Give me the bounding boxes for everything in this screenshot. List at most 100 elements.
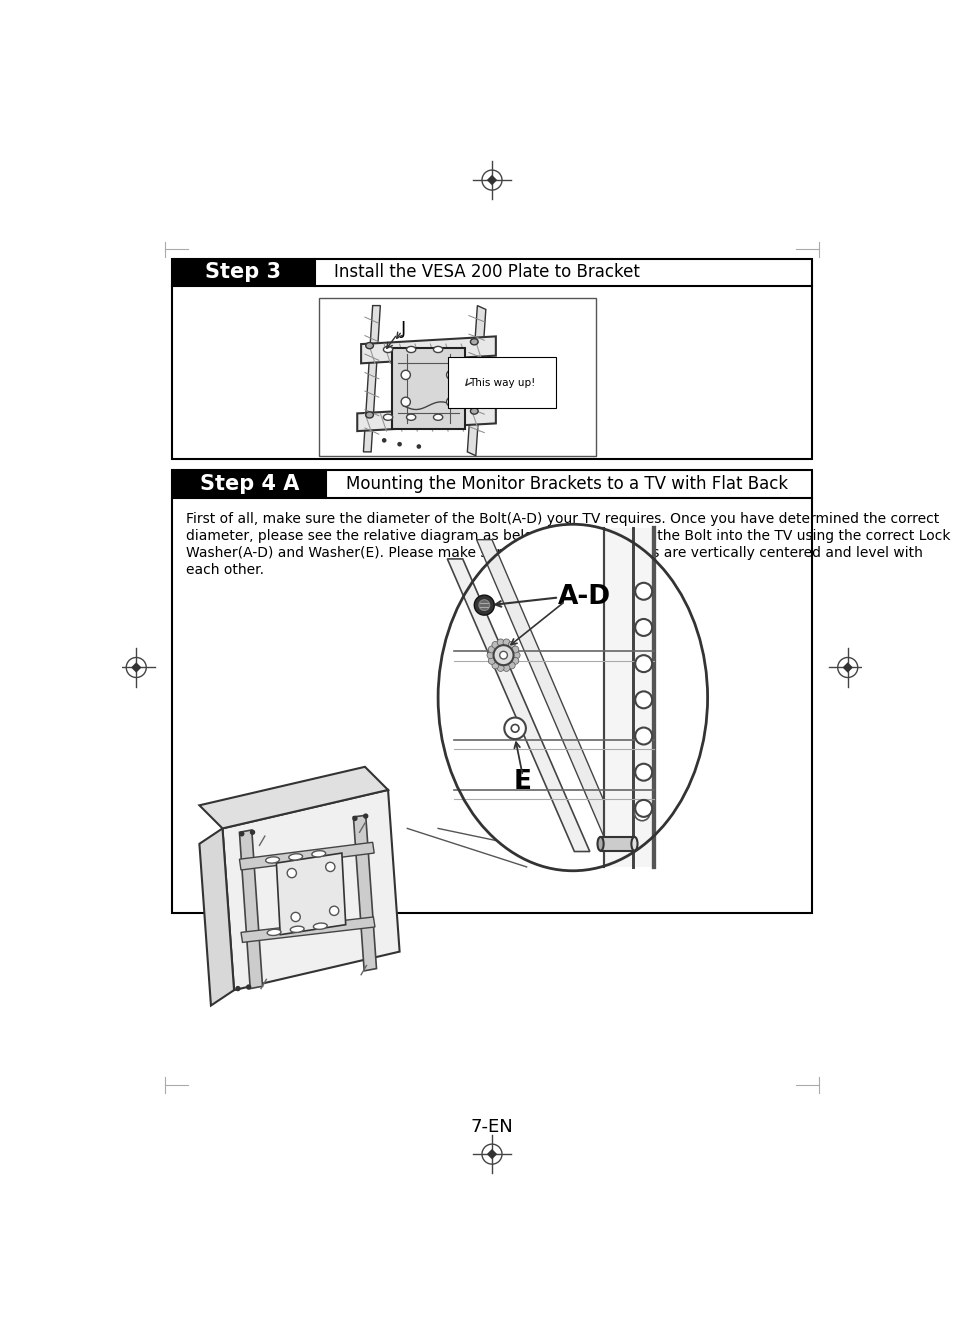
Polygon shape [364, 305, 380, 452]
Polygon shape [487, 174, 497, 185]
Bar [319, 299, 596, 456]
Circle shape [636, 691, 652, 708]
Ellipse shape [632, 838, 637, 851]
Ellipse shape [383, 346, 393, 353]
Ellipse shape [313, 923, 327, 930]
Ellipse shape [434, 346, 443, 353]
Polygon shape [276, 853, 346, 935]
Circle shape [474, 594, 494, 616]
Circle shape [397, 443, 402, 446]
Circle shape [492, 662, 499, 668]
Bar [173, 470, 811, 913]
Circle shape [446, 370, 456, 379]
Ellipse shape [266, 857, 279, 863]
Polygon shape [223, 790, 399, 991]
Text: J: J [401, 320, 406, 338]
Circle shape [417, 444, 421, 449]
Polygon shape [353, 815, 376, 971]
Polygon shape [239, 843, 374, 871]
Circle shape [635, 806, 650, 820]
Circle shape [401, 370, 410, 379]
Circle shape [512, 646, 518, 653]
Circle shape [489, 658, 495, 664]
Circle shape [489, 646, 495, 653]
Text: Step 3: Step 3 [205, 263, 281, 283]
Polygon shape [476, 540, 619, 836]
Circle shape [503, 664, 510, 671]
Text: Install the VESA 200 Plate to Bracket: Install the VESA 200 Plate to Bracket [334, 263, 640, 281]
Polygon shape [357, 406, 496, 431]
Text: E: E [514, 769, 532, 795]
Circle shape [401, 398, 410, 407]
Circle shape [325, 863, 335, 872]
Bar [173, 470, 326, 498]
Text: Washer(A-D) and Washer(E). Please make sure the Monitor Brackets are vertically : Washer(A-D) and Washer(E). Please make s… [186, 546, 924, 560]
Ellipse shape [289, 853, 302, 860]
Circle shape [497, 639, 504, 646]
Polygon shape [361, 337, 496, 363]
Ellipse shape [366, 412, 373, 417]
Circle shape [508, 642, 516, 649]
Circle shape [250, 830, 255, 835]
Text: First of all, make sure the diameter of the Bolt(A-D) your TV requires. Once you: First of all, make sure the diameter of … [186, 513, 940, 526]
Circle shape [363, 814, 369, 819]
Circle shape [446, 398, 456, 407]
Ellipse shape [438, 524, 708, 871]
Circle shape [503, 639, 510, 646]
Text: diameter, please see the relative diagram as below. You will thread the Bolt int: diameter, please see the relative diagra… [186, 528, 950, 543]
Polygon shape [200, 766, 388, 828]
Circle shape [239, 831, 245, 836]
Circle shape [382, 439, 387, 443]
Circle shape [492, 642, 499, 649]
Circle shape [497, 664, 504, 671]
Text: This way up!: This way up! [468, 378, 536, 387]
Text: A-D: A-D [558, 584, 611, 610]
Ellipse shape [434, 415, 443, 420]
Bar [173, 259, 315, 287]
Polygon shape [200, 828, 234, 1005]
Circle shape [352, 815, 358, 822]
Circle shape [514, 651, 520, 659]
Ellipse shape [597, 838, 604, 851]
Circle shape [329, 906, 339, 915]
Polygon shape [241, 917, 375, 942]
Circle shape [512, 724, 519, 732]
Text: 7-EN: 7-EN [470, 1118, 514, 1136]
Bar [601, 838, 635, 851]
Bar [392, 347, 465, 429]
Ellipse shape [406, 415, 416, 420]
Circle shape [636, 655, 652, 672]
Circle shape [508, 662, 516, 668]
Polygon shape [239, 830, 262, 988]
Circle shape [235, 985, 241, 991]
Ellipse shape [470, 338, 478, 345]
Circle shape [512, 658, 518, 664]
Bar [604, 528, 654, 867]
Polygon shape [487, 1149, 497, 1160]
Polygon shape [132, 662, 141, 672]
Circle shape [636, 583, 652, 600]
Circle shape [291, 913, 300, 922]
Ellipse shape [312, 851, 325, 857]
Ellipse shape [406, 346, 416, 353]
Ellipse shape [366, 342, 373, 349]
Ellipse shape [470, 408, 478, 415]
Circle shape [504, 717, 526, 740]
Text: Step 4 A: Step 4 A [200, 474, 300, 494]
Circle shape [500, 651, 508, 659]
Circle shape [636, 620, 652, 635]
Ellipse shape [290, 926, 304, 933]
Circle shape [636, 764, 652, 781]
Bar [173, 259, 811, 458]
Circle shape [479, 600, 490, 610]
Ellipse shape [267, 929, 281, 935]
Polygon shape [447, 559, 589, 852]
Circle shape [493, 645, 514, 666]
Circle shape [246, 984, 252, 989]
Polygon shape [468, 305, 486, 456]
Circle shape [487, 651, 494, 659]
Text: Mounting the Monitor Brackets to a TV with Flat Back: Mounting the Monitor Brackets to a TV wi… [346, 476, 788, 493]
Circle shape [287, 868, 297, 877]
Text: each other.: each other. [186, 563, 264, 577]
Circle shape [636, 728, 652, 745]
